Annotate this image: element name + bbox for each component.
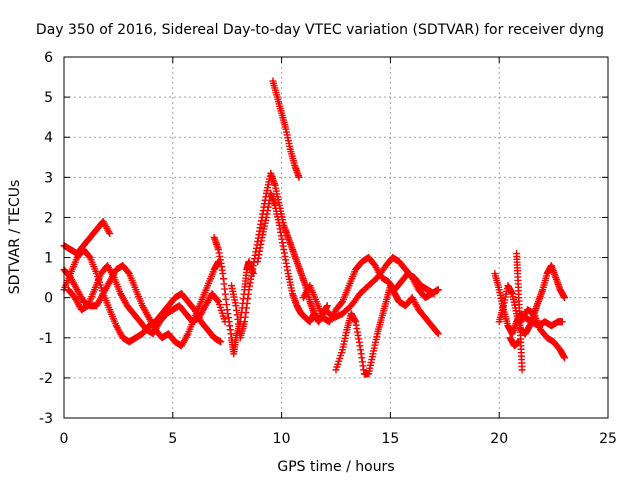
x-axis-title: GPS time / hours — [277, 459, 394, 475]
data-point — [217, 338, 225, 346]
x-tick-label: 20 — [490, 431, 508, 447]
data-point — [515, 338, 523, 346]
y-tick-label: 4 — [44, 130, 53, 146]
y-tick-label: -2 — [39, 371, 53, 387]
series-sat-j — [332, 282, 442, 378]
series-sat-d — [64, 262, 229, 338]
y-tick-label: 0 — [44, 291, 53, 307]
y-tick-label: 6 — [44, 50, 53, 66]
data-point — [323, 302, 331, 310]
y-tick-label: 1 — [44, 251, 53, 267]
data-point — [518, 366, 526, 374]
data-point — [434, 330, 442, 338]
y-tick-label: 2 — [44, 210, 53, 226]
series-sat-k — [321, 254, 442, 322]
data-point — [434, 286, 442, 294]
x-tick-label: 0 — [60, 431, 69, 447]
y-tick-label: -3 — [39, 411, 53, 427]
data-point — [214, 297, 222, 305]
series-sat-o — [517, 306, 568, 362]
data-series-layer — [60, 77, 568, 378]
x-tick-label: 5 — [168, 431, 177, 447]
series-sat-c — [60, 246, 225, 346]
data-point — [560, 294, 568, 302]
data-point — [558, 318, 566, 326]
y-tick-label: -1 — [39, 331, 53, 347]
data-point — [310, 310, 318, 318]
series-sat-g — [254, 189, 318, 326]
axis-ticks: 0 5 10 15 20 25 -3 -2 -1 0 1 2 3 4 5 6 — [39, 50, 617, 447]
data-point — [560, 354, 568, 362]
chart-title: Day 350 of 2016, Sidereal Day-to-day VTE… — [36, 22, 604, 38]
series-sat-n — [513, 250, 526, 374]
y-tick-label: 3 — [44, 170, 53, 186]
series-sat-h — [269, 77, 303, 181]
plot-frame — [63, 56, 609, 419]
x-tick-label: 25 — [599, 431, 617, 447]
x-tick-label: 15 — [381, 431, 399, 447]
data-point — [106, 229, 114, 237]
y-axis-title: SDTVAR / TECUs — [7, 180, 23, 295]
grid — [64, 57, 608, 418]
data-point — [433, 329, 441, 337]
y-tick-label: 5 — [44, 90, 53, 106]
data-point — [295, 173, 303, 181]
x-tick-label: 10 — [273, 431, 291, 447]
series-sat-p — [506, 334, 523, 350]
